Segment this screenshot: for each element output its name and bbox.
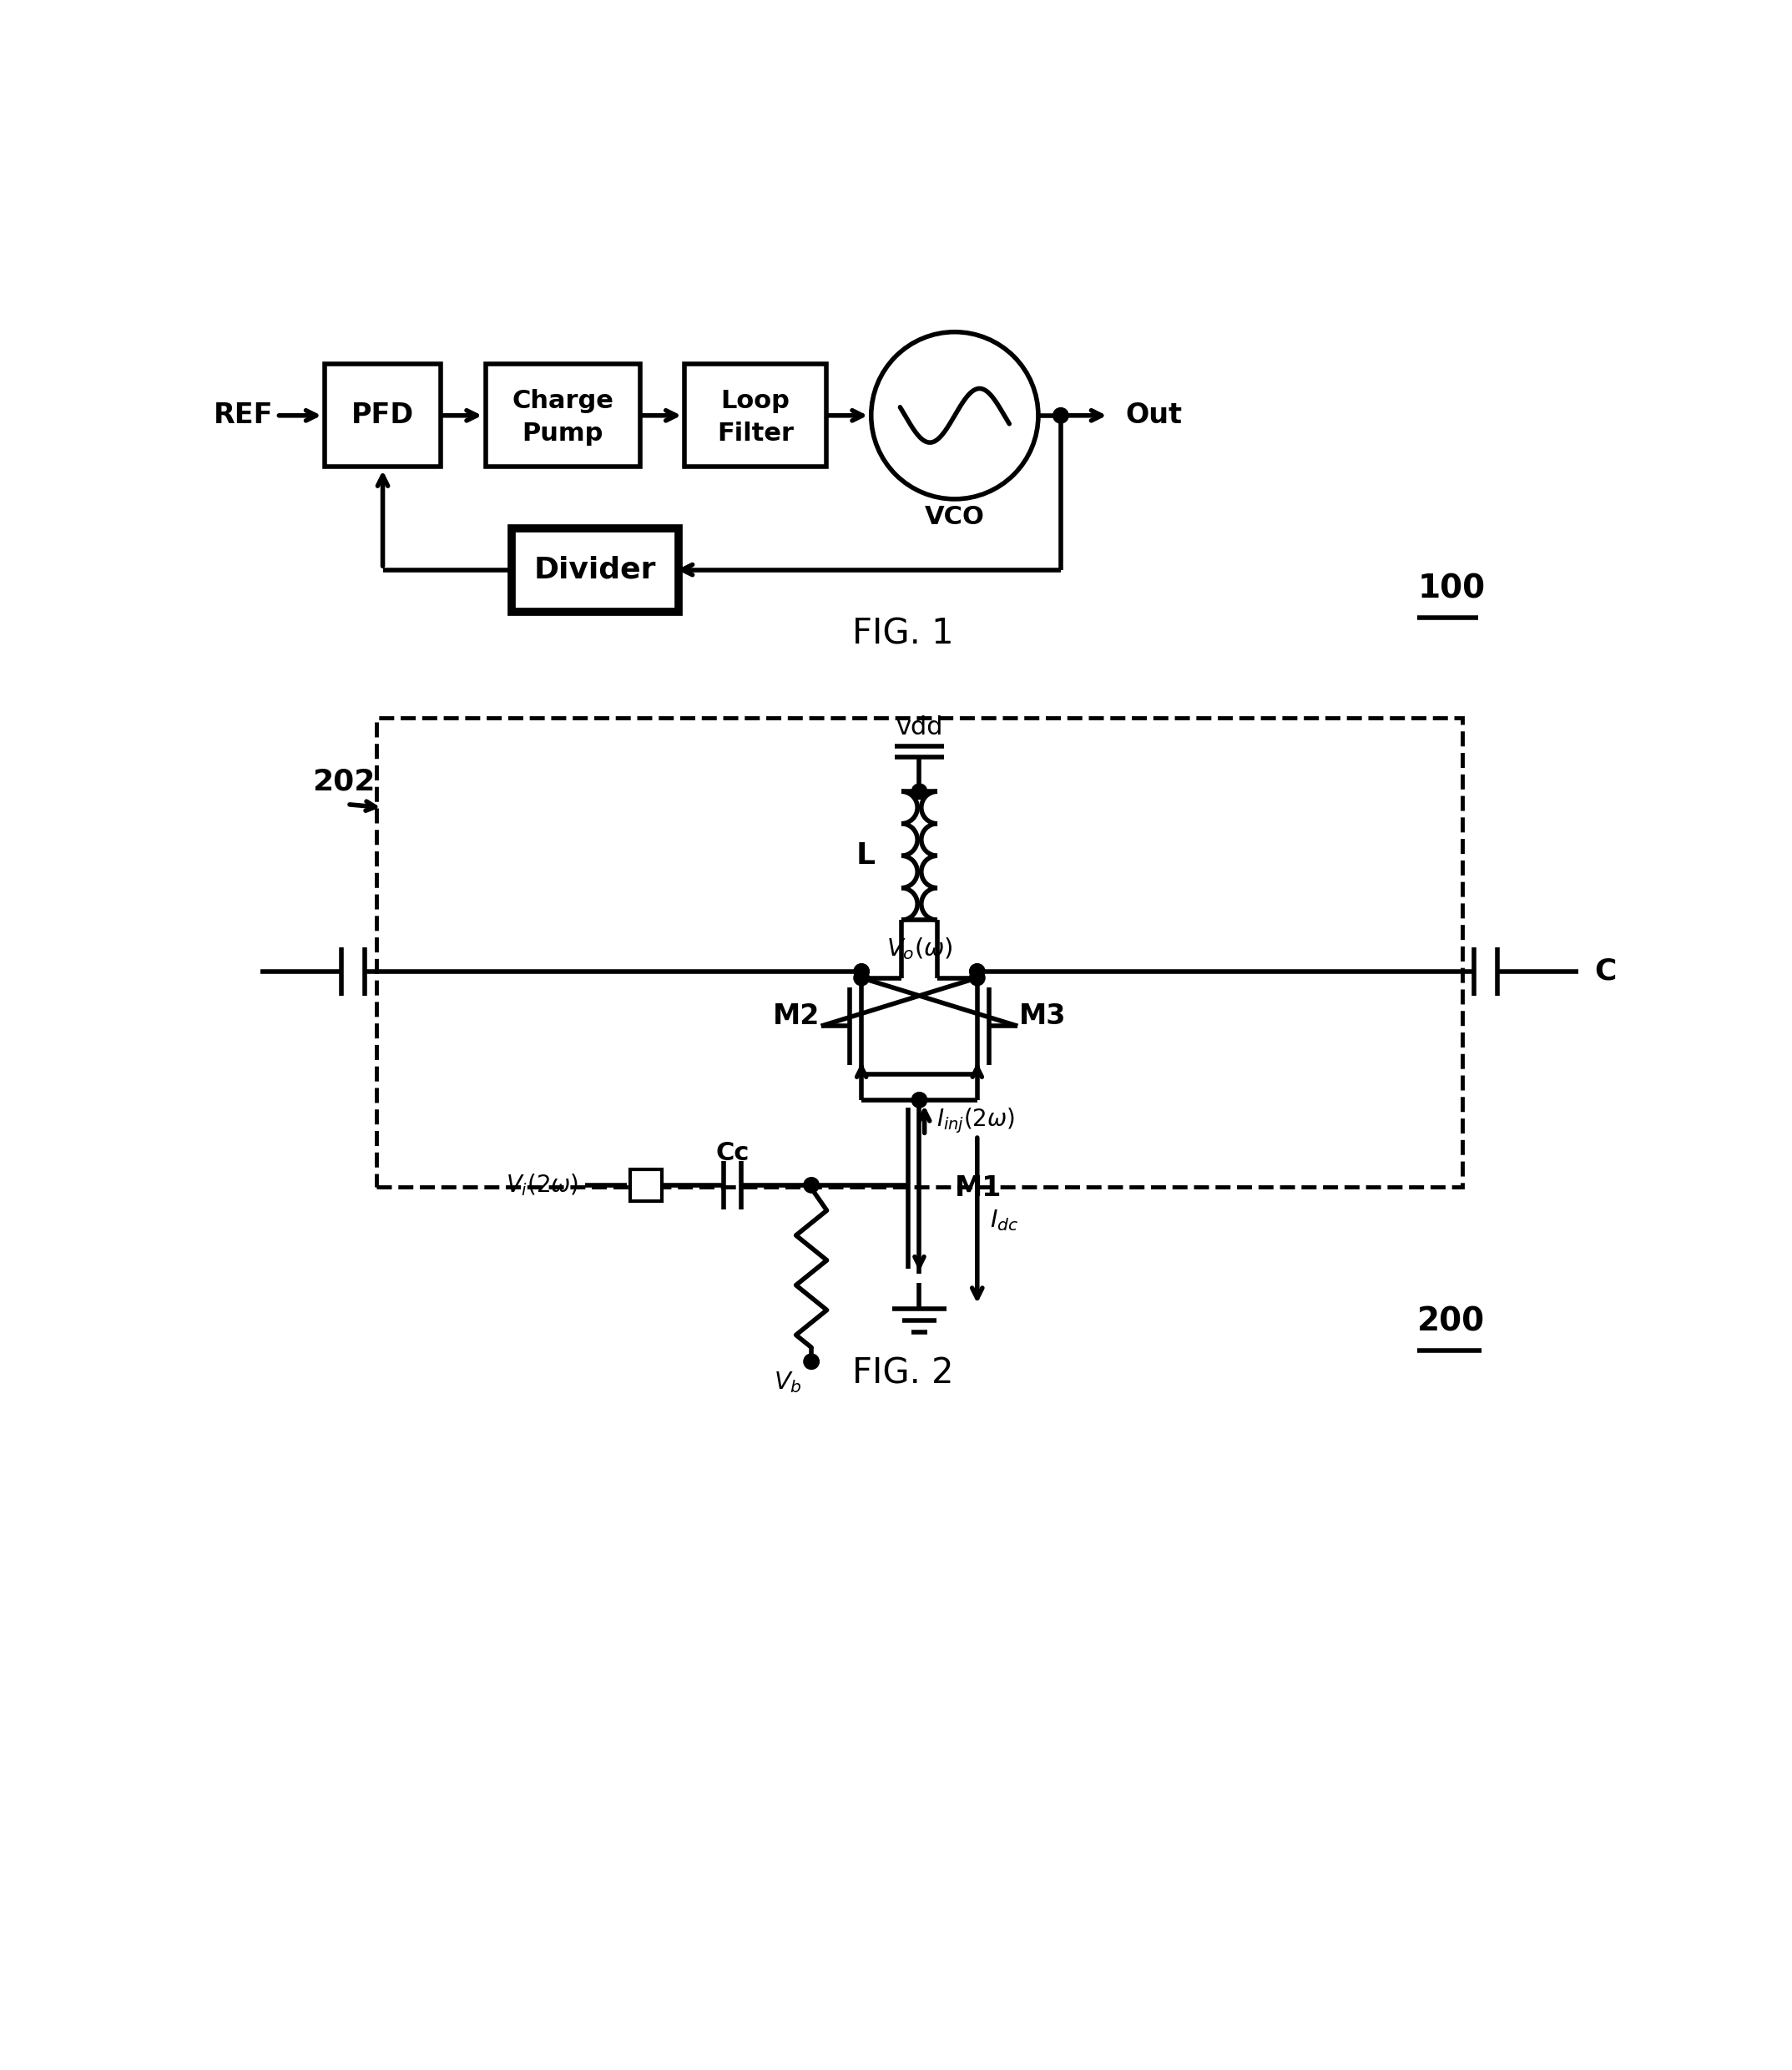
Text: M2: M2 [772,1002,819,1031]
Circle shape [853,971,869,985]
Text: 202: 202 [312,768,375,797]
Bar [511,528,679,611]
Bar [631,1170,663,1201]
Text: Charge: Charge [513,389,613,414]
Text: 100: 100 [1417,573,1486,604]
Text: Filter: Filter [717,422,794,445]
Text: M3: M3 [1020,1002,1066,1031]
Text: Divider: Divider [534,555,656,584]
Text: PFD: PFD [351,402,414,428]
Text: M1: M1 [955,1174,1002,1203]
Text: Cc: Cc [715,1141,749,1165]
Circle shape [969,965,986,979]
Text: Out: Out [1125,402,1181,428]
Bar [486,364,640,468]
Text: VCO: VCO [925,505,986,530]
Text: FIG. 1: FIG. 1 [853,617,953,652]
Circle shape [912,1093,926,1107]
Text: 200: 200 [1417,1306,1486,1337]
Text: $I_{dc}$: $I_{dc}$ [989,1209,1020,1234]
Text: $V_b$: $V_b$ [774,1370,801,1395]
Text: FIG. 2: FIG. 2 [853,1356,953,1391]
Bar [324,364,441,468]
Circle shape [912,785,926,799]
Text: REF: REF [213,402,274,428]
Circle shape [1054,408,1068,422]
Bar [685,364,826,468]
Text: $V_i(2\omega)$: $V_i(2\omega)$ [505,1172,579,1199]
Text: $I_{inj}(2\omega)$: $I_{inj}(2\omega)$ [935,1105,1014,1134]
Text: $V_o(\omega)$: $V_o(\omega)$ [885,936,953,963]
Text: vdd: vdd [896,714,943,739]
Circle shape [853,965,869,979]
Bar [376,718,1462,1186]
Text: C: C [1595,956,1616,985]
Text: L: L [857,842,876,869]
Circle shape [803,1354,819,1368]
Text: Loop: Loop [720,389,790,414]
Circle shape [803,1178,819,1192]
Text: Pump: Pump [521,422,604,445]
Circle shape [969,971,986,985]
